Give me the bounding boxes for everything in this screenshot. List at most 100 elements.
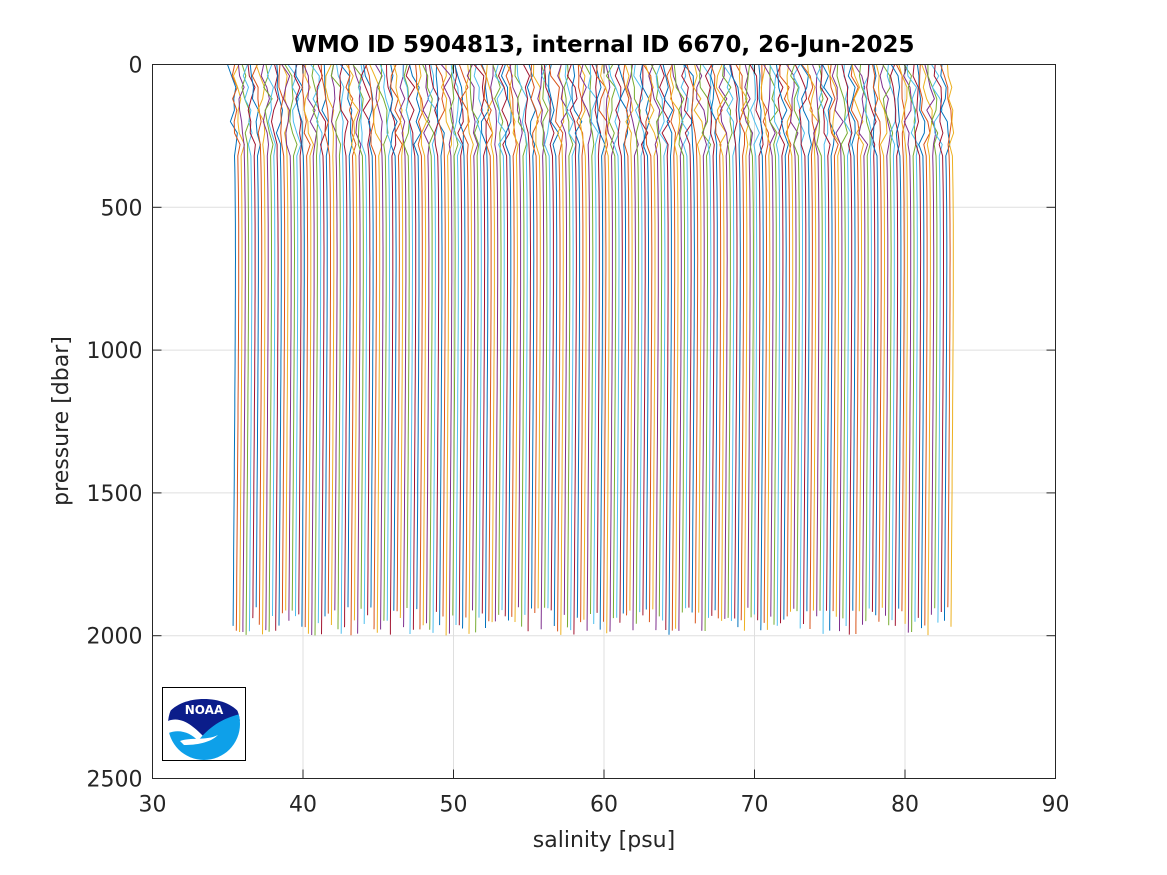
profile-line — [903, 64, 917, 633]
x-tick-label: 60 — [590, 793, 618, 818]
x-axis-label: salinity [psu] — [533, 828, 675, 853]
profile-line — [526, 64, 536, 609]
profile-line — [722, 64, 737, 622]
profile-line — [749, 64, 760, 615]
plot-frame — [152, 64, 1056, 779]
profile-line — [352, 64, 362, 634]
profile-line — [673, 64, 685, 613]
profile-line — [710, 64, 718, 611]
profile-line — [465, 64, 474, 634]
profile-line — [879, 64, 892, 616]
y-tick-label: 0 — [129, 54, 143, 79]
profile-line — [872, 64, 882, 622]
profile-line — [807, 64, 819, 611]
profile-line — [260, 64, 270, 631]
profile-line — [655, 64, 668, 621]
profile-line — [912, 64, 922, 618]
x-tick-label: 70 — [741, 793, 769, 818]
profile-line — [275, 64, 284, 626]
profile-line — [715, 64, 727, 621]
profile-line — [440, 64, 453, 636]
profile-line — [801, 64, 816, 629]
profile-line — [522, 64, 531, 632]
profile-line — [393, 64, 404, 619]
profile-line — [820, 64, 831, 611]
profile-line — [543, 64, 555, 611]
profile-line — [927, 64, 939, 609]
profile-line — [450, 64, 462, 625]
profile-line — [564, 64, 577, 631]
profile-line — [365, 64, 377, 630]
profile-line — [369, 64, 383, 633]
profile-line — [293, 64, 303, 615]
profile-line — [449, 64, 459, 616]
profile-line — [266, 64, 276, 616]
profile-line — [931, 64, 943, 623]
profile-line — [745, 64, 754, 618]
profile-line — [729, 64, 741, 628]
profile-line — [695, 64, 708, 631]
profile-line — [769, 64, 781, 626]
profile-line — [403, 64, 410, 608]
profile-line — [473, 64, 484, 618]
x-tick-label: 30 — [139, 793, 167, 818]
profile-line — [270, 64, 279, 631]
profile-line — [422, 64, 431, 624]
profile-line — [237, 64, 246, 632]
profile-line — [263, 64, 274, 632]
profile-line — [232, 64, 246, 633]
profile-line — [231, 64, 241, 631]
profile-line — [345, 64, 360, 621]
profile-line — [514, 64, 527, 627]
profile-line — [584, 64, 595, 614]
profile-line — [794, 64, 808, 625]
profile-line — [578, 64, 587, 620]
profile-line — [541, 64, 552, 609]
profile-line — [800, 64, 812, 612]
profile-line — [241, 64, 250, 635]
profile-line — [247, 64, 256, 619]
profile-line — [681, 64, 694, 608]
profile-line — [492, 64, 504, 615]
grid — [152, 64, 1056, 779]
profile-line — [710, 64, 723, 619]
profile-line — [608, 64, 621, 618]
profile-line — [389, 64, 398, 611]
profile-line — [683, 64, 695, 613]
profile-line — [642, 64, 653, 623]
x-tick-label: 40 — [289, 793, 317, 818]
profile-line — [933, 64, 944, 612]
profile-line — [730, 64, 738, 619]
x-tick-labels: 30 40 50 60 70 80 90 — [139, 793, 1070, 818]
profile-line — [743, 64, 754, 608]
profile-line — [650, 64, 664, 617]
profile-line — [638, 64, 649, 616]
profile-line — [639, 64, 650, 610]
profile-line — [626, 64, 639, 631]
profile-line — [402, 64, 413, 635]
profile-lines — [227, 64, 955, 636]
profile-line — [775, 64, 789, 620]
profile-line — [311, 64, 319, 636]
profile-line — [251, 64, 263, 625]
profile-line — [453, 64, 464, 626]
profile-line — [281, 64, 290, 611]
profile-line — [390, 64, 403, 612]
y-tick-label: 1500 — [87, 482, 143, 507]
profile-line — [816, 64, 824, 611]
profile-line — [516, 64, 528, 615]
profile-line — [815, 64, 829, 634]
logo-text: NOAA — [185, 703, 224, 717]
profile-line — [821, 64, 836, 631]
profile-line — [722, 64, 733, 618]
profile-line — [303, 64, 318, 636]
profile-line — [295, 64, 305, 627]
profile-line — [360, 64, 371, 616]
y-tick-label: 1000 — [87, 339, 143, 364]
profile-line — [537, 64, 545, 630]
y-tick-label: 2000 — [87, 625, 143, 650]
profile-line — [622, 64, 630, 616]
profile-line — [530, 64, 539, 613]
profile-line — [760, 64, 770, 623]
